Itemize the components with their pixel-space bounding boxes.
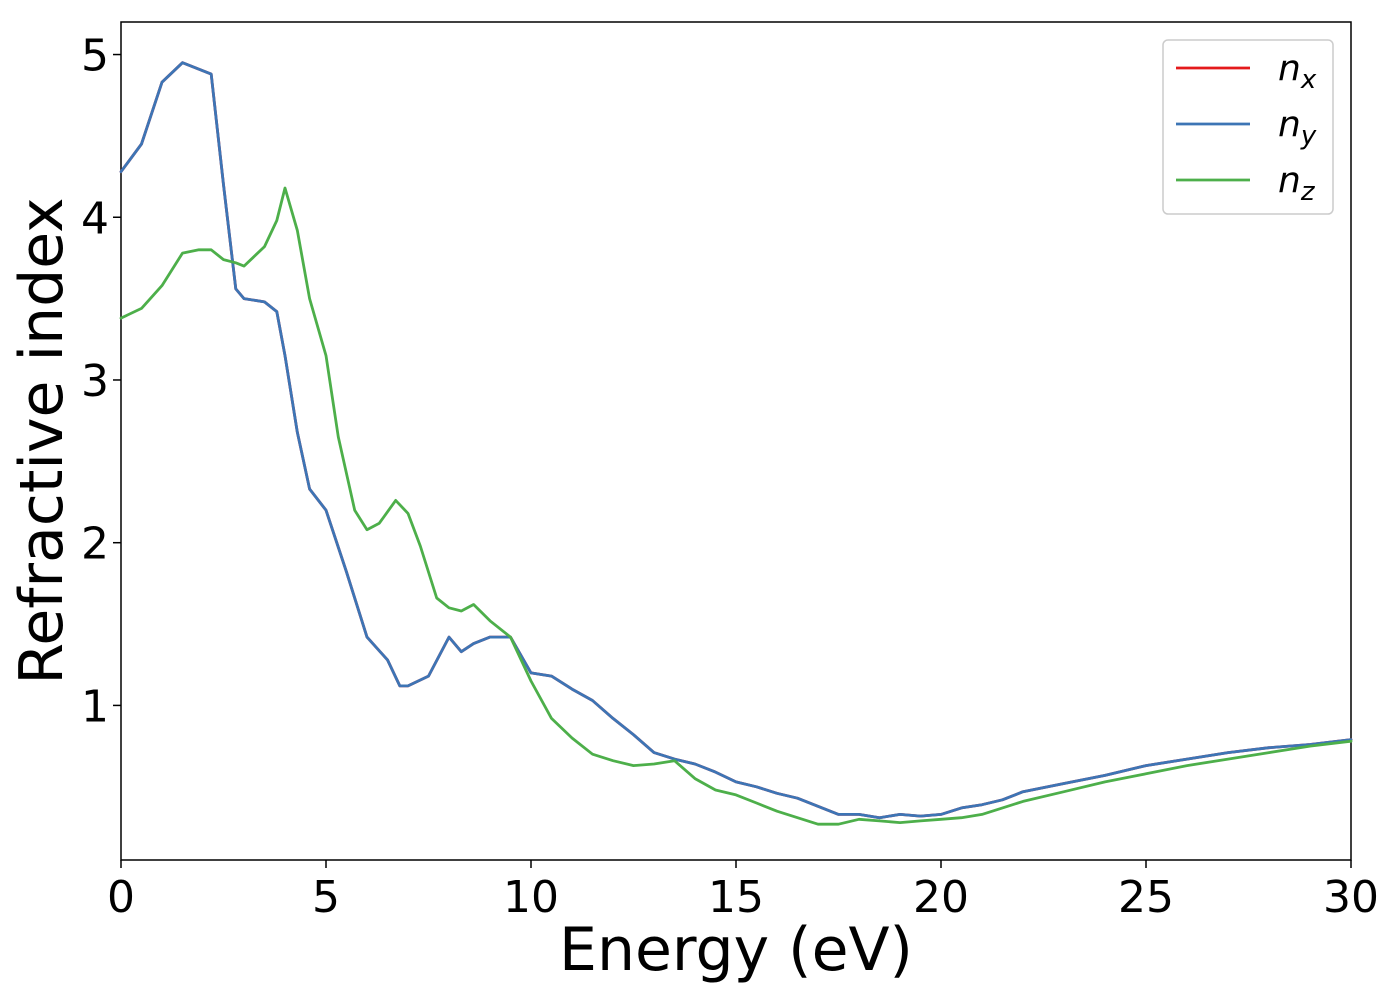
- y-tick-label: 3: [81, 356, 109, 407]
- series-line-n-z: [119, 186, 1353, 826]
- x-tick-label: 30: [1323, 872, 1379, 923]
- y-tick-label: 2: [81, 519, 109, 570]
- legend-frame: [1162, 39, 1334, 215]
- series-layer: [119, 61, 1353, 826]
- y-tick-label: 4: [81, 193, 109, 244]
- x-tick-label: 5: [312, 872, 340, 923]
- y-axis-title: Refractive index: [7, 197, 77, 684]
- x-axis-title: Energy (eV): [559, 915, 913, 985]
- x-tick-label: 25: [1118, 872, 1174, 923]
- x-tick-label: 0: [107, 872, 135, 923]
- x-tick-label: 15: [708, 872, 764, 923]
- series-line-n-y: [119, 61, 1353, 820]
- x-tick-label: 20: [913, 872, 969, 923]
- y-axis-ticks: 1 2 3 4 5: [81, 31, 121, 732]
- y-tick-label: 1: [81, 681, 109, 732]
- x-axis-ticks: 0 5 10 15 20 25 30: [107, 860, 1379, 923]
- x-tick-label: 10: [503, 872, 559, 923]
- y-tick-label: 5: [81, 31, 109, 82]
